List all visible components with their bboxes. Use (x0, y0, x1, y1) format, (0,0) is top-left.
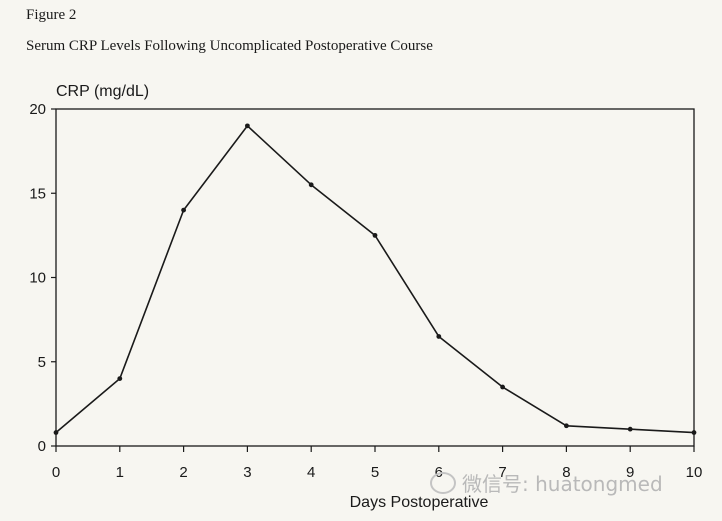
x-tick-label: 7 (498, 464, 506, 481)
y-tick-label: 20 (29, 101, 46, 118)
y-tick-label: 15 (29, 185, 46, 202)
figure-label: Figure 2 (26, 7, 77, 23)
y-tick-label: 10 (29, 270, 46, 287)
y-axis-ticks: 0 5 10 15 20 (29, 101, 56, 455)
series-line (55, 125, 695, 434)
data-point (117, 376, 123, 381)
data-point (627, 426, 633, 432)
y-axis-label: CRP (mg/dL) (56, 83, 149, 100)
x-tick-label: 2 (179, 464, 187, 481)
x-tick-label: 9 (626, 464, 634, 481)
wechat-icon (430, 471, 456, 494)
series-crp (53, 123, 697, 435)
watermark: 微信号: huatongmed (430, 468, 663, 497)
data-point (372, 232, 378, 238)
data-point (691, 430, 697, 435)
x-tick-label: 5 (371, 464, 379, 481)
x-tick-label: 3 (243, 464, 251, 481)
x-tick-label: 8 (562, 464, 570, 481)
data-point (53, 430, 59, 435)
data-point (308, 182, 314, 188)
data-point (181, 207, 187, 213)
x-tick-label: 0 (52, 464, 60, 481)
x-tick-label: 1 (116, 464, 124, 481)
x-axis-label: Days Postoperative (350, 494, 489, 511)
data-point (564, 423, 569, 429)
data-point (245, 123, 250, 129)
y-tick-label: 0 (38, 438, 46, 455)
x-tick-label: 10 (686, 464, 703, 481)
y-tick-label: 5 (38, 354, 46, 371)
x-tick-label: 4 (307, 464, 315, 481)
data-point (500, 384, 505, 390)
plot-frame (55, 108, 695, 447)
chart-title: Serum CRP Levels Following Uncomplicated… (26, 38, 433, 54)
data-point (436, 334, 442, 339)
watermark-text: 微信号: huatongmed (462, 472, 663, 496)
